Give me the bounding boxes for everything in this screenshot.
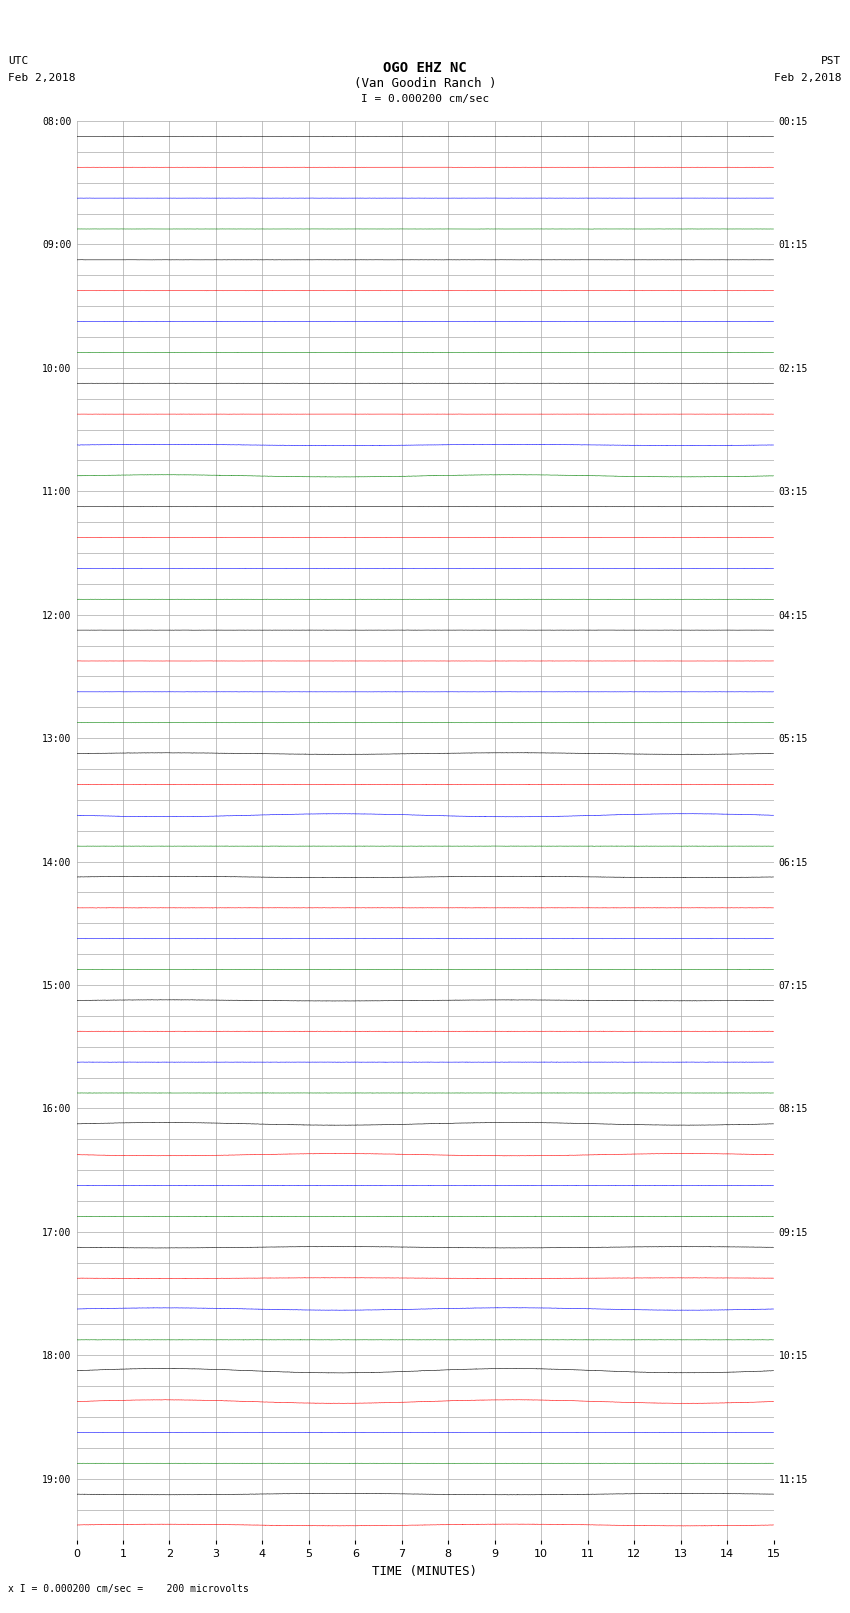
Text: x I = 0.000200 cm/sec =    200 microvolts: x I = 0.000200 cm/sec = 200 microvolts — [8, 1584, 249, 1594]
Text: I = 0.000200 cm/sec: I = 0.000200 cm/sec — [361, 94, 489, 103]
Text: OGO EHZ NC: OGO EHZ NC — [383, 61, 467, 76]
Text: (Van Goodin Ranch ): (Van Goodin Ranch ) — [354, 77, 496, 90]
Text: UTC: UTC — [8, 56, 29, 66]
Text: Feb 2,2018: Feb 2,2018 — [8, 73, 76, 82]
Text: PST: PST — [821, 56, 842, 66]
X-axis label: TIME (MINUTES): TIME (MINUTES) — [372, 1565, 478, 1578]
Text: Feb 2,2018: Feb 2,2018 — [774, 73, 842, 82]
